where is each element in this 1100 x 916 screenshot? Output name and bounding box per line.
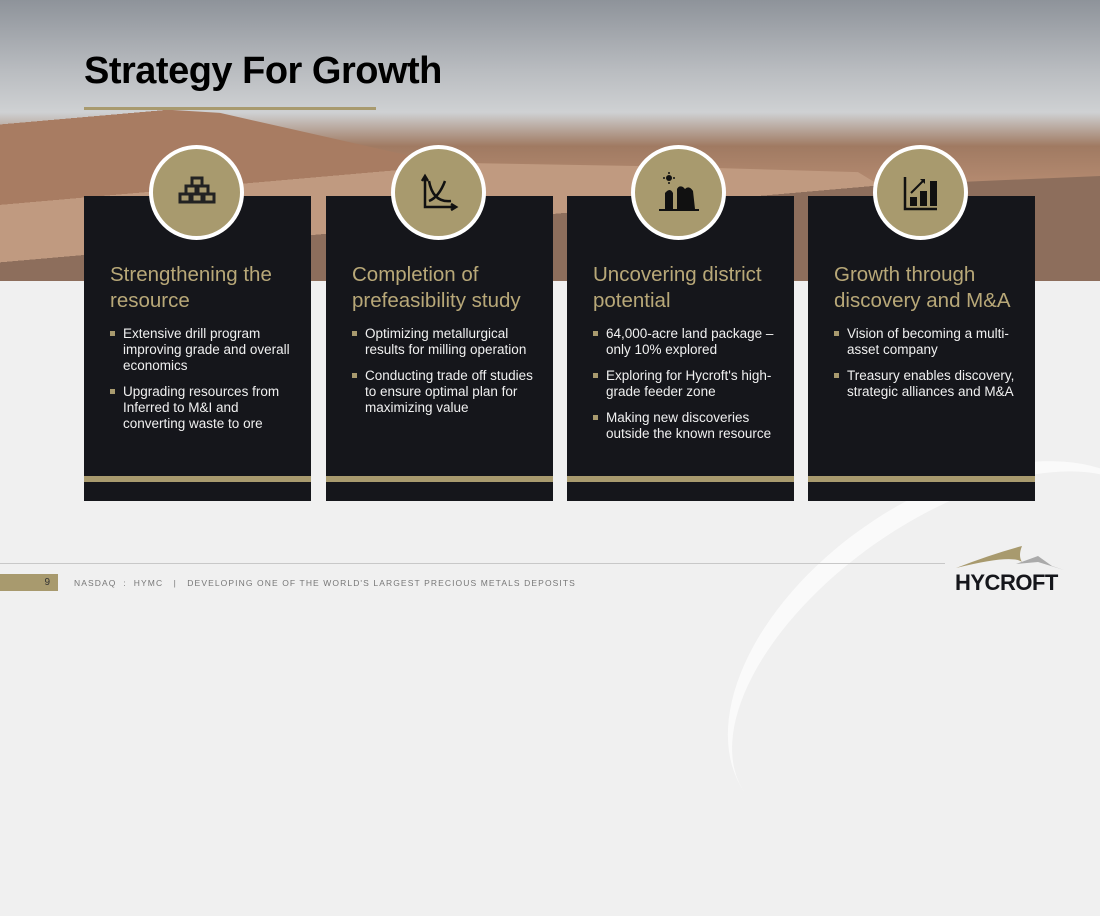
bullet-list: Optimizing metallurgical results for mil…	[352, 326, 535, 416]
strategy-card: Uncovering district potential 64,000-acre…	[567, 196, 794, 501]
gold-bars-icon	[149, 145, 244, 240]
chart-curves-icon	[391, 145, 486, 240]
landscape-sun-icon	[631, 145, 726, 240]
hycroft-logo-mark	[956, 546, 1064, 570]
strategy-card: Strengthening the resource Extensive dril…	[84, 196, 311, 501]
bullet-item: Conducting trade off studies to ensure o…	[352, 368, 535, 416]
footer-divider	[0, 563, 945, 564]
card-heading: Strengthening the resource	[110, 263, 272, 312]
bullet-item: Vision of becoming a multi-asset company	[834, 326, 1017, 358]
card-gold-stripe	[326, 476, 553, 482]
bullet-item: Making new discoveries outside the known…	[593, 410, 776, 442]
title-underline	[84, 107, 376, 110]
footer-text: NASDAQ : HYMC | DEVELOPING ONE OF THE WO…	[74, 578, 576, 588]
card-heading: Uncovering district potential	[593, 263, 762, 312]
card-heading: Completion of prefeasibility study	[352, 263, 521, 312]
page-title: Strategy For Growth	[84, 50, 442, 92]
bar-chart-growth-icon	[873, 145, 968, 240]
bullet-list: Vision of becoming a multi-asset company…	[834, 326, 1017, 400]
bullet-item: Treasury enables discovery, strategic al…	[834, 368, 1017, 400]
card-heading: Growth through discovery and M&A	[834, 263, 1011, 312]
bullet-list: 64,000-acre land package – only 10% expl…	[593, 326, 776, 442]
strategy-card: Growth through discovery and M&A Vision o…	[808, 196, 1035, 501]
strategy-card: Completion of prefeasibility study Optimi…	[326, 196, 553, 501]
bullet-item: Exploring for Hycroft's high-grade feede…	[593, 368, 776, 400]
bullet-item: 64,000-acre land package – only 10% expl…	[593, 326, 776, 358]
bullet-list: Extensive drill program improving grade …	[110, 326, 293, 432]
bullet-item: Extensive drill program improving grade …	[110, 326, 293, 374]
card-gold-stripe	[808, 476, 1035, 482]
card-gold-stripe	[567, 476, 794, 482]
bullet-item: Upgrading resources from Inferred to M&I…	[110, 384, 293, 432]
bullet-item: Optimizing metallurgical results for mil…	[352, 326, 535, 358]
card-gold-stripe	[84, 476, 311, 482]
hycroft-logo-text: HYCROFT	[955, 570, 1058, 595]
page-number: 9	[0, 574, 58, 591]
